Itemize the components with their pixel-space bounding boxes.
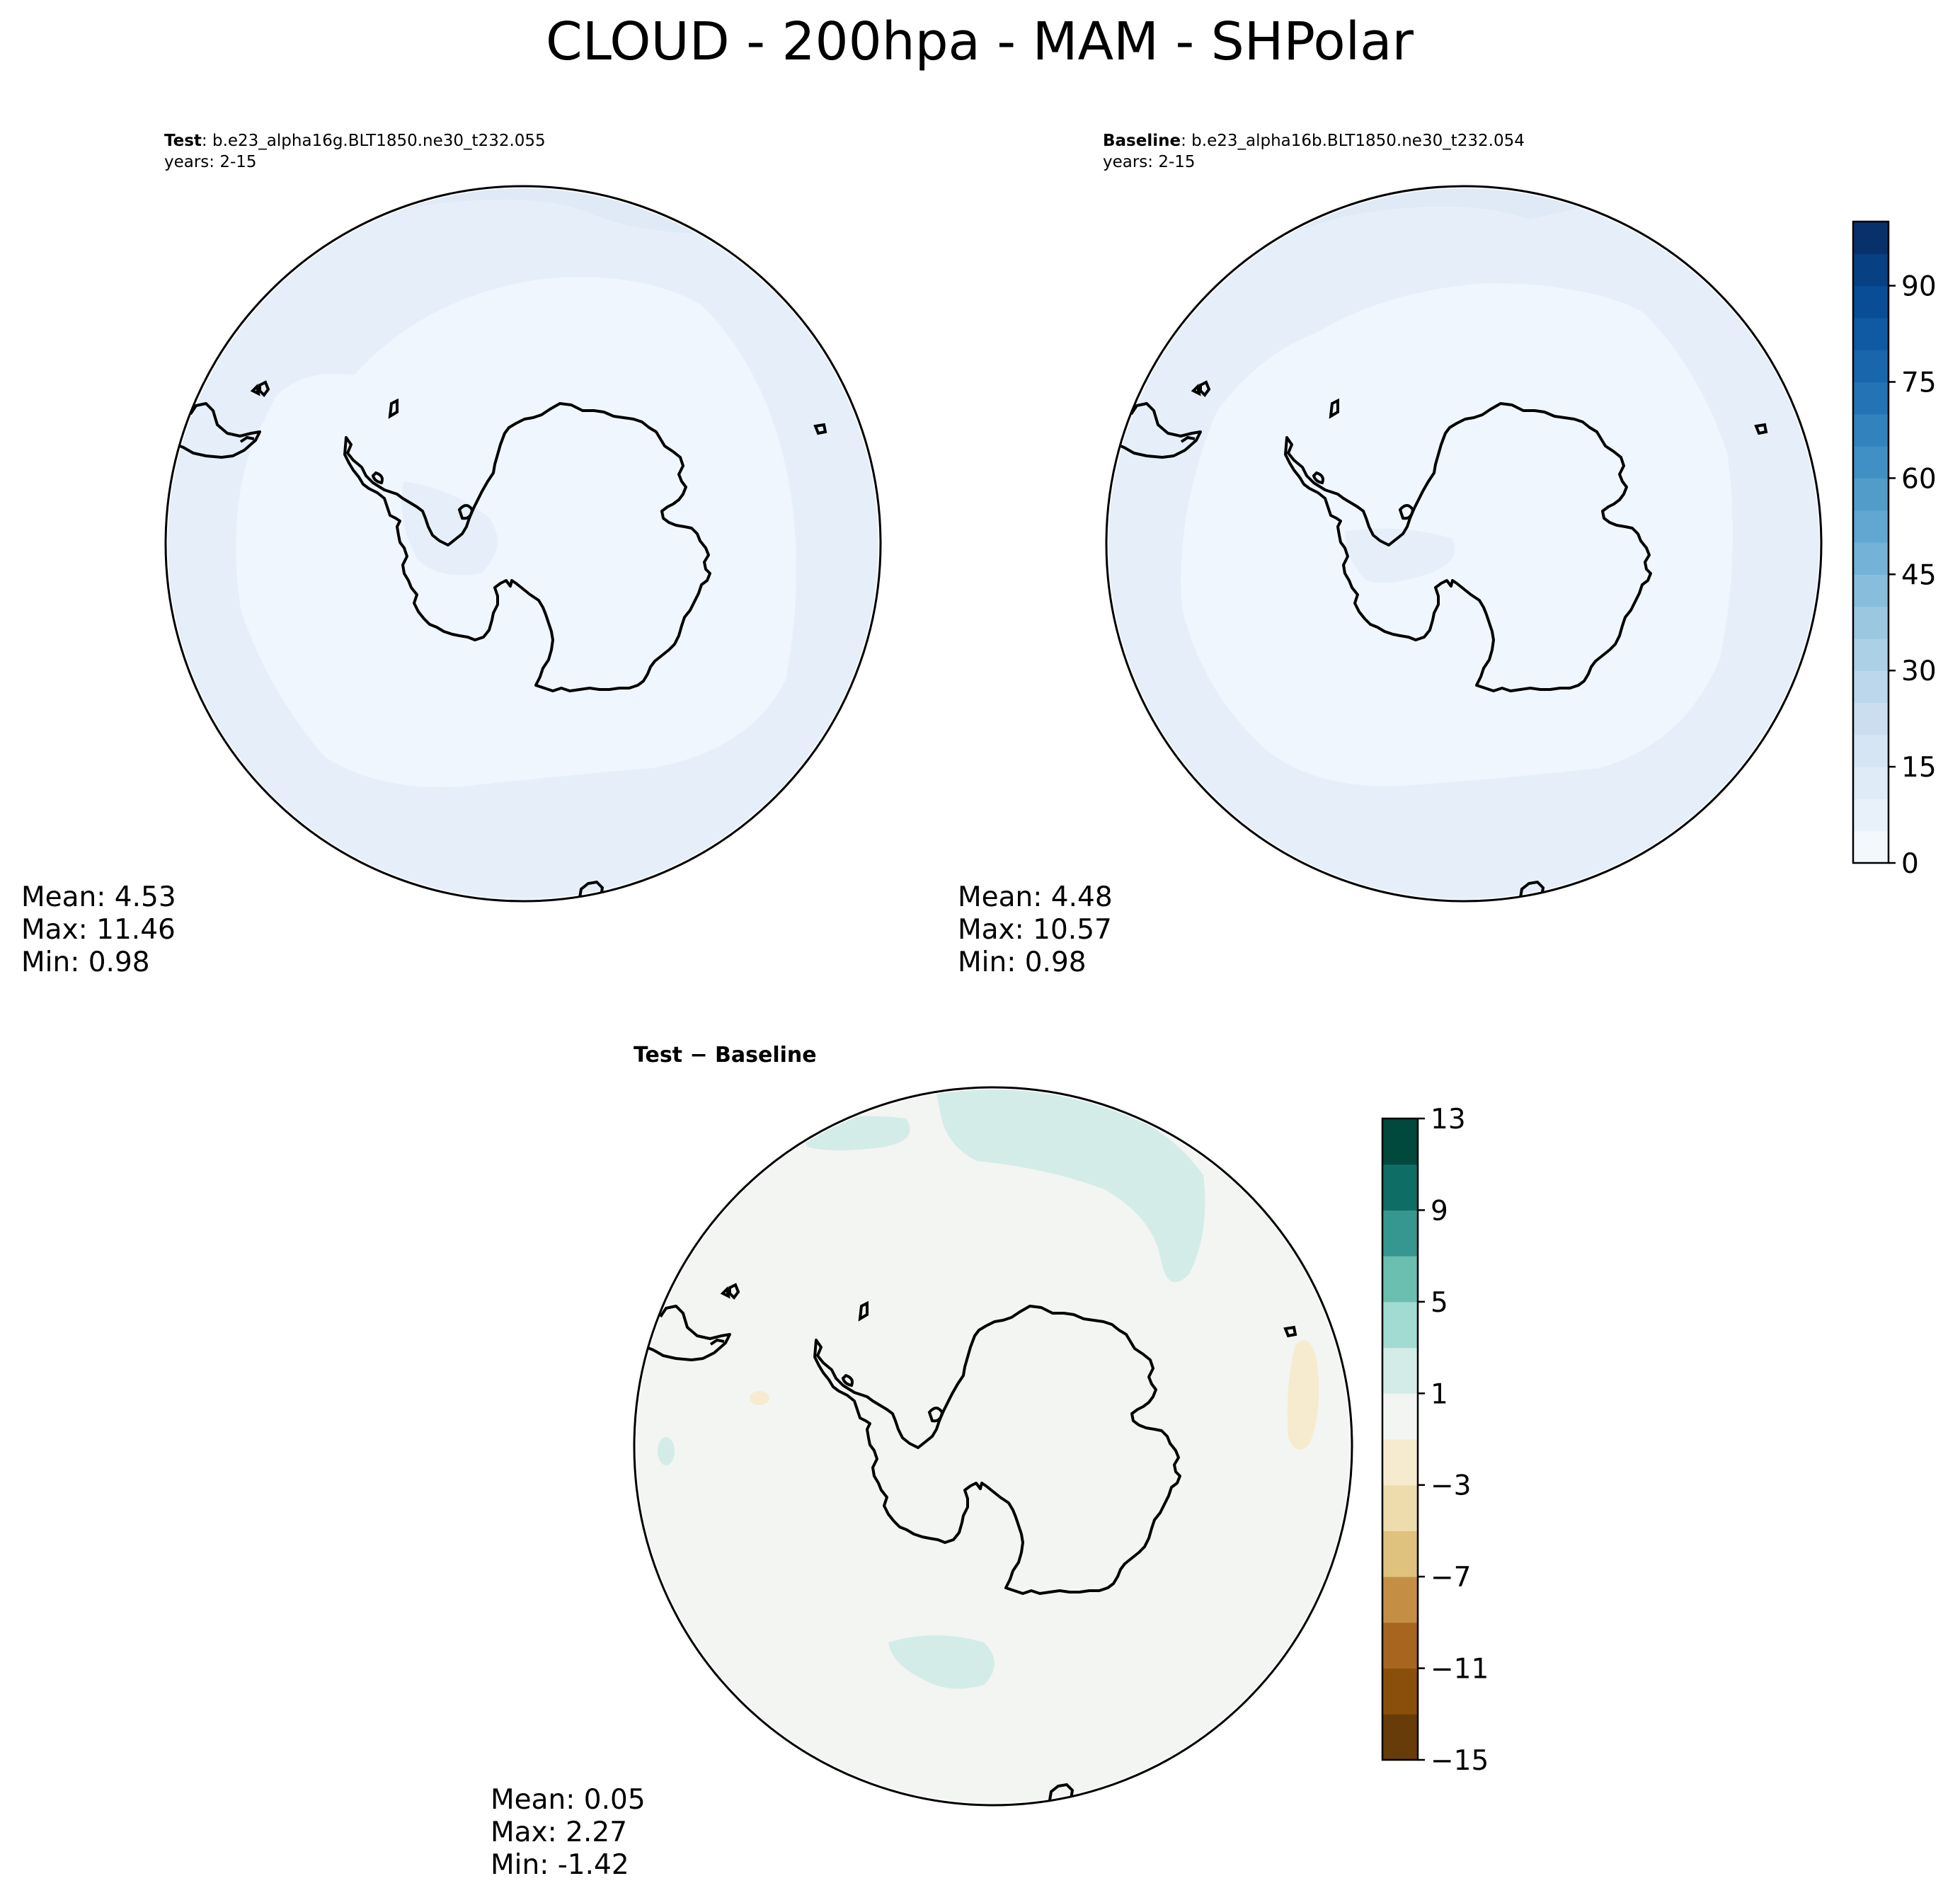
panel-baseline-label-rest: : b.e23_alpha16b.BLT1850.ne30_t232.054 — [1181, 132, 1525, 150]
colorbar-absolute-segment — [1853, 670, 1889, 703]
colorbar-difference-segment — [1382, 1577, 1418, 1623]
map-baseline — [1106, 186, 1821, 901]
colorbar-absolute-segment — [1853, 222, 1889, 254]
colorbar-absolute-segment — [1853, 350, 1889, 382]
colorbar-absolute-tick-label: 0 — [1901, 848, 1919, 880]
colorbar-difference-tick-label: 5 — [1431, 1287, 1448, 1319]
colorbar-difference-segment — [1382, 1347, 1418, 1394]
panel-diff-max: Max: 2.27 — [491, 1817, 627, 1848]
panel-baseline-mean: Mean: 4.48 — [958, 881, 1113, 913]
map-test-border — [164, 185, 882, 903]
panel-baseline-label: Baseline: b.e23_alpha16b.BLT1850.ne30_t2… — [1103, 132, 1525, 150]
map-baseline-border — [1105, 185, 1823, 903]
panel-test-label-bold: Test — [164, 132, 202, 150]
colorbar-difference-segment — [1382, 1531, 1418, 1577]
colorbar-difference-segment — [1382, 1301, 1418, 1349]
colorbar-absolute-segment — [1853, 510, 1889, 543]
panel-test-mean: Mean: 4.53 — [21, 881, 176, 913]
colorbar-absolute-segment — [1853, 702, 1889, 736]
colorbar-difference-segment — [1382, 1256, 1418, 1303]
panel-diff-min: Min: -1.42 — [491, 1849, 629, 1881]
colorbar-difference-segment — [1382, 1439, 1418, 1486]
colorbar-absolute-segment — [1853, 478, 1889, 511]
colorbar-difference-segment — [1382, 1393, 1418, 1440]
colorbar-absolute-segment — [1853, 446, 1889, 479]
colorbar-absolute-segment — [1853, 574, 1889, 607]
colorbar-absolute: 0 15 30 45 60 75 90 — [1852, 220, 1937, 880]
colorbar-absolute-segment — [1853, 606, 1889, 639]
colorbar-difference-tick-label: −7 — [1431, 1562, 1472, 1594]
field-positive-patch-south — [888, 1635, 995, 1689]
colorbar-difference-segment — [1382, 1622, 1418, 1669]
colorbar-difference-segment — [1382, 1484, 1418, 1531]
colorbar-difference-tick-label: −15 — [1431, 1745, 1489, 1777]
panel-baseline-max: Max: 10.57 — [958, 914, 1112, 946]
field-negative-patch-small — [750, 1391, 769, 1405]
panel-test-max: Max: 11.46 — [21, 914, 176, 946]
map-diff — [634, 1087, 1352, 1805]
figure-title: CLOUD - 200hpa - MAM - SHPolar — [546, 11, 1414, 72]
panel-baseline-min: Min: 0.98 — [958, 946, 1087, 978]
colorbar-difference-segment — [1382, 1164, 1418, 1211]
colorbar-absolute-tick-label: 15 — [1901, 752, 1937, 784]
colorbar-difference-segment — [1382, 1119, 1418, 1165]
panel-test: Test: b.e23_alpha16g.BLT1850.ne30_t232.0… — [21, 132, 882, 978]
colorbar-absolute-tick-label: 90 — [1901, 271, 1937, 303]
colorbar-absolute-segment — [1853, 413, 1889, 447]
colorbar-absolute-segment — [1853, 285, 1889, 319]
field-ross-patch — [1345, 528, 1455, 583]
colorbar-difference-tick-label: −3 — [1431, 1470, 1472, 1502]
colorbar-absolute-segment — [1853, 799, 1889, 832]
colorbar-difference-tick-label: 13 — [1431, 1104, 1466, 1135]
colorbar-difference-tick-label: −11 — [1431, 1654, 1489, 1686]
field-positive-patch-north — [934, 1087, 1205, 1283]
panel-diff: Test − Baseline Mean: 0.05 Max: 2.27 Min… — [491, 1043, 1353, 1881]
colorbar-difference-segment — [1382, 1210, 1418, 1257]
panel-test-years: years: 2-15 — [164, 153, 257, 171]
map-test — [166, 186, 881, 901]
panel-baseline-years: years: 2-15 — [1103, 153, 1196, 171]
colorbar-difference-segment — [1382, 1714, 1418, 1761]
panel-diff-mean: Mean: 0.05 — [491, 1784, 646, 1816]
panel-test-min: Min: 0.98 — [21, 946, 150, 978]
colorbar-absolute-segment — [1853, 542, 1889, 575]
colorbar-absolute-frame — [1852, 220, 1890, 864]
colorbar-absolute-segment — [1853, 734, 1889, 767]
colorbar-absolute-segment — [1853, 253, 1889, 287]
colorbar-difference-tick-label: 9 — [1431, 1195, 1448, 1227]
colorbar-difference-segment — [1382, 1668, 1418, 1715]
panel-test-label-rest: : b.e23_alpha16g.BLT1850.ne30_t232.055 — [202, 132, 546, 150]
colorbar-difference-frame — [1381, 1117, 1419, 1761]
colorbar-absolute-segment — [1853, 767, 1889, 799]
colorbar-absolute-segment — [1853, 830, 1889, 864]
colorbar-difference-tick-label: 1 — [1431, 1378, 1448, 1410]
panel-baseline: Baseline: b.e23_alpha16b.BLT1850.ne30_t2… — [958, 132, 1823, 978]
colorbar-absolute-segment — [1853, 382, 1889, 415]
panel-diff-label: Test − Baseline — [634, 1043, 817, 1068]
colorbar-absolute-tick-label: 75 — [1901, 367, 1937, 399]
field-ross-patch — [401, 481, 498, 576]
colorbar-absolute-tick-label: 60 — [1901, 463, 1937, 495]
field-positive-patch-west — [658, 1437, 675, 1465]
map-diff-border — [633, 1086, 1353, 1807]
colorbar-absolute-tick-label: 45 — [1901, 559, 1937, 591]
colorbar-absolute-tick-label: 30 — [1901, 656, 1937, 687]
panel-baseline-label-bold: Baseline — [1103, 132, 1181, 150]
colorbar-absolute-segment — [1853, 317, 1889, 350]
colorbar-difference: −15 −11 −7 −3 1 5 9 13 — [1381, 1104, 1489, 1777]
panel-test-label: Test: b.e23_alpha16g.BLT1850.ne30_t232.0… — [164, 132, 546, 150]
colorbar-absolute-segment — [1853, 638, 1889, 671]
field-negative-patch-east — [1287, 1340, 1319, 1450]
